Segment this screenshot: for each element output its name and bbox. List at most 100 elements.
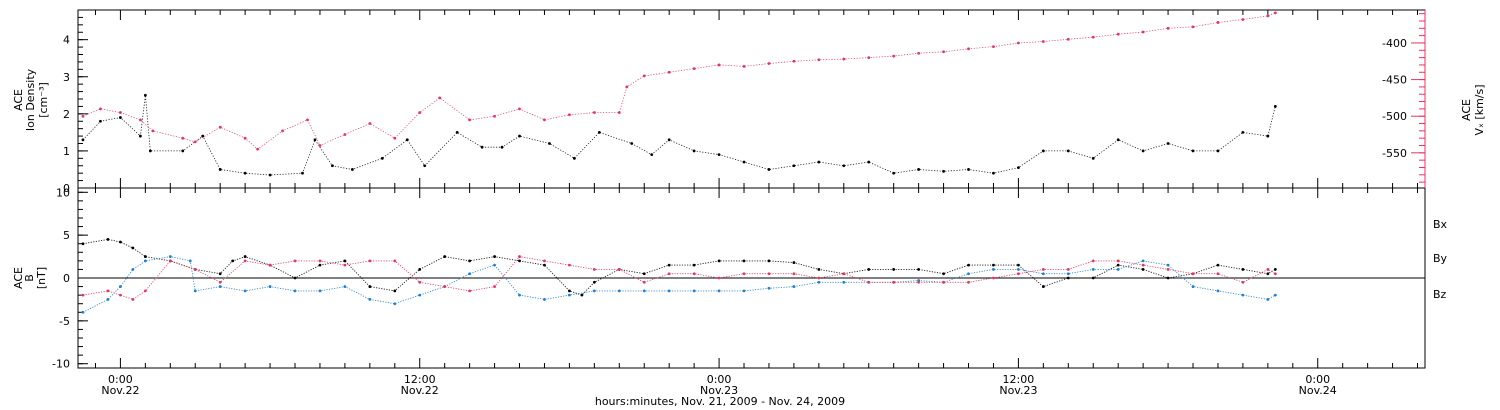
by-point — [106, 298, 110, 301]
vx-point — [1191, 25, 1195, 29]
top-left-tick-label: 2 — [63, 108, 70, 121]
by-point — [842, 280, 846, 284]
bx-point — [143, 255, 147, 258]
bx-point — [293, 276, 297, 280]
vx-point — [181, 136, 185, 140]
ion-density-point — [667, 138, 671, 142]
by-point — [119, 285, 122, 288]
vx-point — [281, 129, 284, 133]
bottom-left-tick-label: 0 — [63, 272, 70, 285]
ion-density-point — [119, 116, 122, 119]
bz-point — [106, 289, 110, 293]
by-point — [418, 293, 422, 297]
bz-point — [767, 272, 771, 276]
vx-point — [917, 51, 921, 55]
bz-point — [318, 259, 322, 263]
vx-point — [138, 118, 142, 122]
bz-point — [293, 259, 297, 263]
bx-point — [119, 240, 122, 244]
vx-point — [767, 62, 771, 65]
bz-point — [1216, 272, 1220, 276]
vx-point — [99, 107, 102, 111]
ion-density-point — [455, 130, 459, 134]
top-left-tick-label: 4 — [63, 34, 70, 47]
by-point — [468, 272, 472, 276]
ion-density-point — [500, 145, 504, 149]
vx-point — [568, 113, 571, 117]
bz-point — [717, 276, 721, 280]
vx-point — [1091, 35, 1095, 39]
ion-density-point — [767, 168, 771, 171]
bz-point — [193, 268, 197, 271]
top-right-tick-label: -400 — [1382, 37, 1407, 50]
bz-point — [493, 285, 496, 288]
ion-density-point — [405, 138, 409, 142]
vx-point — [543, 118, 546, 122]
by-point — [243, 289, 247, 293]
vx-point — [518, 107, 521, 111]
vx-point — [992, 45, 995, 49]
vx-point — [151, 129, 155, 133]
vx-point — [493, 114, 496, 118]
by-point — [293, 289, 297, 293]
top-right-tick-label: -500 — [1382, 110, 1407, 123]
bz-point — [917, 280, 921, 284]
bz-point — [867, 280, 871, 284]
ion-density-point — [817, 160, 821, 164]
ion-density-point — [350, 168, 354, 171]
vx-point — [1266, 14, 1270, 18]
x-tick-date-label: Nov.23 — [999, 384, 1037, 397]
ion-density-point — [630, 142, 634, 145]
top-right-label-line-2: Vₓ [km/s] — [1473, 84, 1486, 135]
ion-density-point — [243, 171, 247, 175]
x-tick-date-label: Nov.24 — [1299, 384, 1337, 397]
bx-point — [642, 272, 646, 276]
bz-point — [168, 259, 172, 263]
top-right-tick-label: -450 — [1382, 74, 1407, 87]
bx-point — [1273, 268, 1277, 271]
top-left-tick-label: 3 — [63, 71, 70, 84]
bx-point — [106, 238, 110, 241]
by-point — [742, 289, 746, 293]
by-point — [518, 293, 521, 297]
ion-density-point — [842, 164, 846, 168]
legend-bz: Bz — [1433, 288, 1447, 301]
x-tick-date-label: Nov.23 — [700, 384, 738, 397]
bz-point — [817, 276, 821, 280]
ion-density-point — [1091, 156, 1095, 160]
by-point — [717, 289, 721, 293]
bx-point — [817, 268, 821, 271]
bz-point — [1141, 263, 1145, 267]
bx-point — [1216, 263, 1220, 267]
ion-density-point — [143, 93, 147, 97]
vx-point — [667, 70, 671, 74]
top-left-label-line-3: [cm⁻³] — [37, 82, 50, 118]
vx-point — [218, 125, 222, 129]
x-tick-time-label: 0:00 — [108, 373, 133, 386]
bz-point — [393, 259, 397, 263]
by-point — [792, 285, 796, 288]
x-axis-ticks: 0:00Nov.2212:00Nov.220:00Nov.2312:00Nov.… — [94, 10, 1419, 397]
x-tick-time-label: 12:00 — [404, 373, 436, 386]
x-tick-time-label: 0:00 — [1305, 373, 1330, 386]
bz-point — [942, 280, 945, 284]
bx-point — [967, 263, 970, 267]
vx-point — [438, 96, 442, 100]
top-left-label-line-1: ACE — [12, 89, 25, 111]
ion-density-series-line — [82, 95, 1276, 176]
bx-point — [518, 259, 521, 263]
ion-density-point — [518, 134, 521, 138]
by-point — [667, 289, 671, 293]
by-point — [1266, 298, 1270, 301]
vx-point — [1116, 32, 1120, 36]
bottom-left-tick-label: 10 — [56, 186, 70, 199]
ion-density-point — [301, 171, 304, 175]
vx-point — [393, 136, 397, 140]
bz-point — [1191, 272, 1195, 276]
ion-density-point — [331, 164, 334, 168]
top-left-axis-ticks: 0 1 2 3 4 — [63, 16, 88, 195]
bz-point — [1166, 268, 1170, 271]
vx-point — [1041, 40, 1045, 43]
ion-density-point — [99, 119, 102, 123]
ion-density-point — [692, 149, 696, 153]
